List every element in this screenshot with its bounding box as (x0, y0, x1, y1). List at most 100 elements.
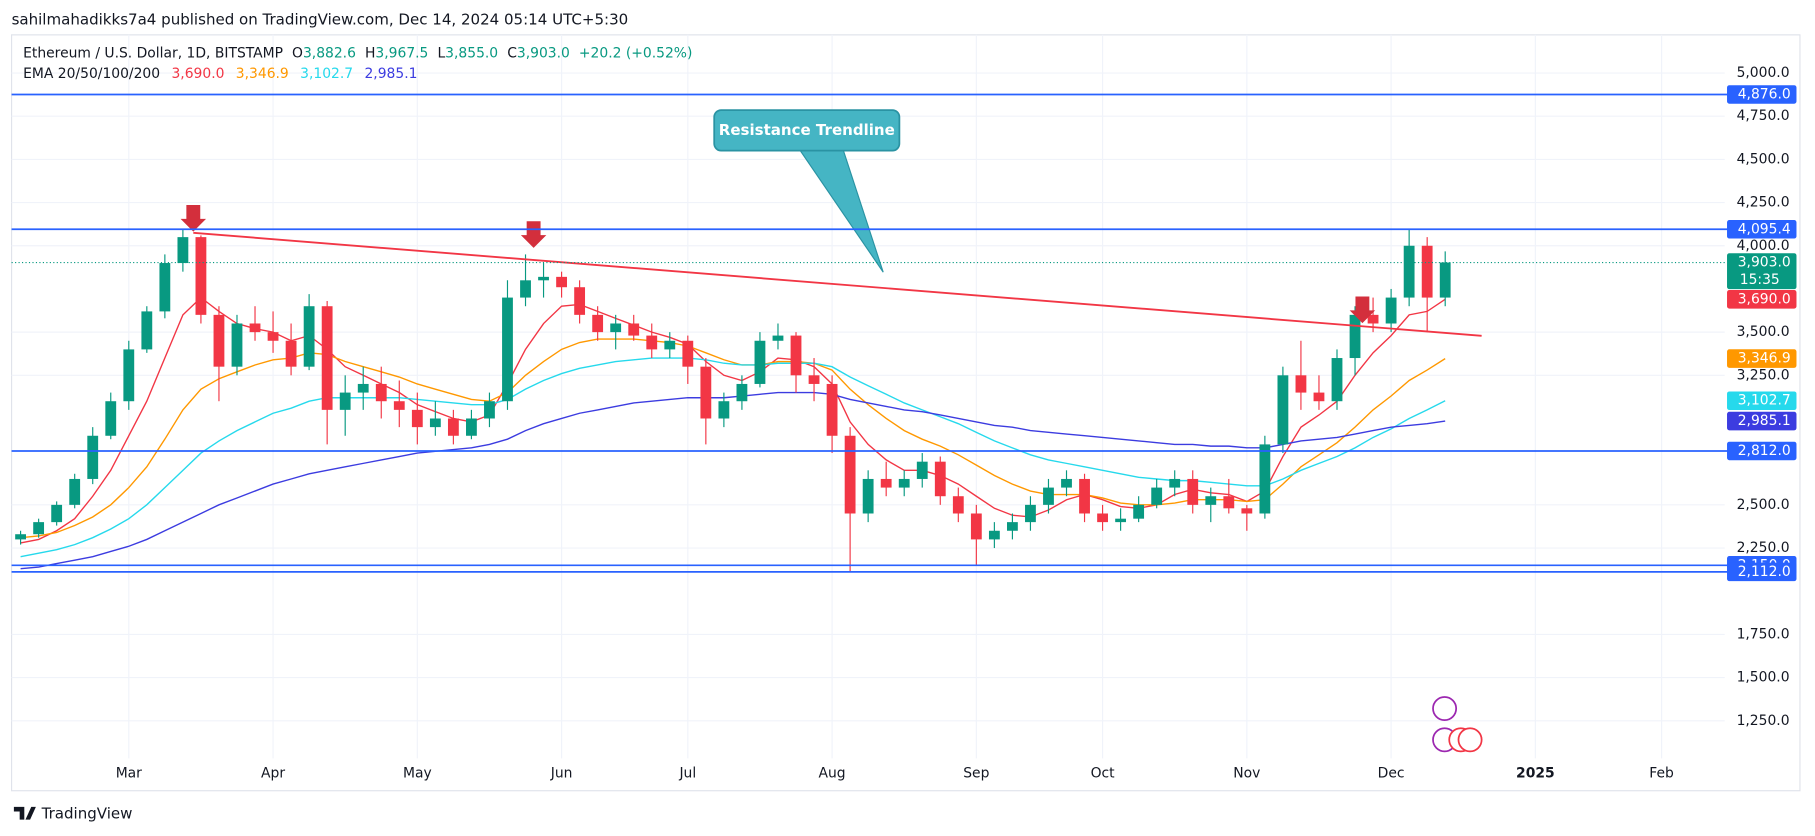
candle-body (195, 237, 207, 315)
last-price-text: 3,903.0 (1738, 255, 1791, 271)
candle-body (1079, 478, 1090, 514)
candle-body (826, 383, 838, 436)
y-tick-label: 1,250.0 (1737, 713, 1790, 729)
x-tick-label: Sep (963, 765, 989, 781)
symbol: Ethereum / U.S. Dollar, 1D, BITSTAMP (23, 45, 283, 61)
publisher: sahilmahadikks7a4 published on TradingVi… (12, 10, 629, 28)
candle-body (447, 418, 459, 436)
candle-body (790, 335, 802, 376)
x-tick-label: Oct (1091, 765, 1116, 781)
candle-body (664, 340, 676, 350)
ema-badge-text: 2,985.1 (1738, 413, 1791, 429)
y-tick-label: 1,500.0 (1737, 670, 1790, 686)
candle-body (520, 280, 531, 298)
candle-body (321, 306, 333, 410)
candle-body (1295, 375, 1307, 393)
x-tick-label: Nov (1233, 765, 1260, 781)
ema-badge (1727, 411, 1797, 431)
candle-body (1043, 487, 1054, 505)
key: O (292, 45, 303, 61)
level-badge-text: 2,112.0 (1738, 564, 1791, 580)
candle-body (267, 332, 279, 341)
y-tick-label: 3,250.0 (1737, 367, 1790, 383)
candle-body (1097, 513, 1108, 523)
candle-body (952, 496, 964, 514)
candle-body (1403, 245, 1415, 298)
y-tick-label: 4,750.0 (1737, 108, 1790, 124)
candle-body (754, 340, 766, 384)
candle-body (213, 314, 225, 367)
level-badge-text: 4,095.4 (1738, 221, 1791, 237)
icon (1457, 727, 1483, 753)
candle-body (33, 522, 45, 535)
candle-body (1421, 245, 1433, 298)
x-tick-label: Apr (261, 765, 285, 781)
x-tick-label: 2025 (1516, 765, 1555, 781)
ema-value: 3,346.9 (236, 66, 289, 82)
level-badge-text: 4,876.0 (1738, 86, 1791, 102)
candle-body (502, 297, 513, 402)
candle-body (628, 323, 640, 336)
candle-body (574, 287, 586, 315)
candle-body (700, 366, 712, 419)
callout-box (713, 109, 901, 152)
y-tick-label: 4,500.0 (1737, 151, 1790, 167)
y-tick-label: 2,500.0 (1737, 497, 1790, 513)
brand: TradingView (41, 804, 133, 822)
legend-ema: EMA 20/50/100/200 3,690.0 3,346.9 3,102.… (23, 66, 417, 82)
candle-body (357, 383, 369, 393)
candle-body (1277, 375, 1289, 445)
candle-body (880, 478, 892, 488)
resistance-trendline (193, 231, 1482, 337)
candle-body (772, 335, 784, 341)
value: 3,967.5 (375, 45, 428, 61)
level-badge-text: 2,812.0 (1738, 443, 1791, 459)
arrow (1349, 296, 1376, 324)
candle-body (1115, 518, 1127, 523)
arrow (520, 221, 547, 248)
candle-body (177, 237, 189, 264)
candle-body (1313, 392, 1325, 402)
candle-body (988, 530, 1000, 540)
x-tick-label: May (403, 765, 432, 781)
candle-body (466, 418, 477, 436)
value: 3,855.0 (445, 45, 498, 61)
ema-value: 2,985.1 (364, 66, 417, 82)
candle-body (862, 478, 874, 514)
candle-body (1259, 444, 1271, 514)
candle-body (15, 534, 27, 540)
candle-body (339, 392, 351, 410)
candle-body (916, 461, 928, 479)
key: H (365, 45, 375, 61)
candle-body (610, 323, 622, 333)
candle-body (1241, 508, 1253, 514)
indicator: EMA 20/50/100/200 (23, 66, 160, 82)
candle-body (123, 349, 135, 402)
x-tick-label: Jun (550, 765, 573, 781)
candle-body (592, 314, 604, 333)
logo (13, 806, 36, 820)
last-price-badge (1727, 253, 1797, 290)
candle-body (808, 375, 820, 384)
plot (15, 229, 1451, 572)
level-badge (1727, 441, 1797, 461)
ema-line (20, 391, 1446, 570)
y-tick-label: 1,750.0 (1737, 626, 1790, 642)
candle-body (393, 401, 405, 410)
candle-body (429, 418, 441, 428)
candle-body (303, 306, 315, 367)
arrow (180, 205, 207, 232)
y-tick-label: 5,000.0 (1737, 65, 1790, 81)
candle-body (1223, 496, 1235, 509)
candle-body (1151, 487, 1163, 505)
x-tick-label: Aug (819, 765, 846, 781)
candle-body (69, 478, 81, 505)
ema-value: 3,102.7 (300, 66, 353, 82)
candle-body (51, 504, 63, 523)
ema-value: 3,690.0 (171, 66, 224, 82)
ema-badge (1727, 391, 1797, 411)
ema-line (20, 357, 1446, 558)
candle-body (411, 409, 423, 428)
